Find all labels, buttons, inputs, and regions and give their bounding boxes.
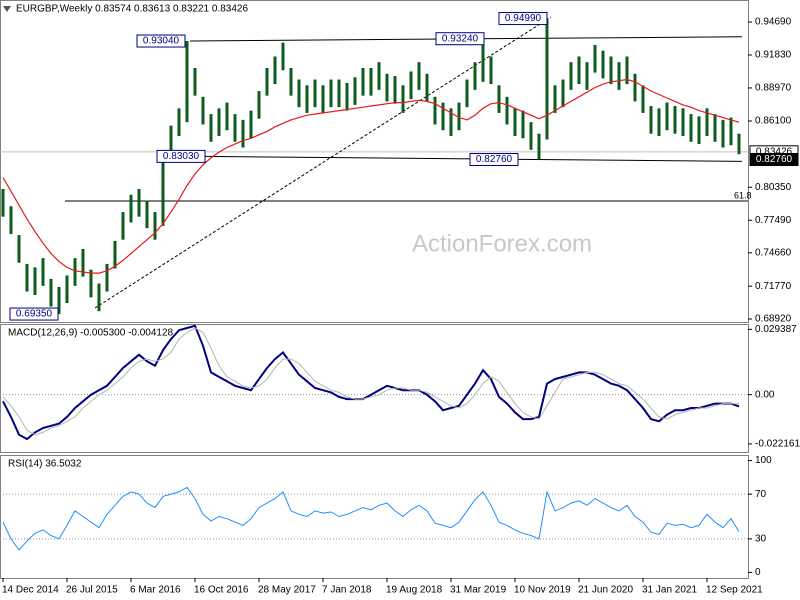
x-tick-label: 10 Nov 2019	[514, 585, 571, 596]
level-box	[435, 32, 485, 46]
x-tick-label: 19 Aug 2018	[386, 585, 443, 596]
level-label: 0.83030	[163, 151, 200, 162]
y-tick-label: 0.71770	[755, 281, 792, 292]
y-tick-label: 0.00	[755, 389, 775, 400]
price-marker	[749, 153, 799, 167]
symbol-icon	[3, 6, 11, 12]
y-tick-label: 0.88970	[755, 83, 792, 94]
moving-average	[2, 78, 740, 274]
x-tick-label: 21 Jun 2020	[578, 585, 633, 596]
pane-frame	[0, 0, 749, 323]
x-tick-label: 31 Jan 2021	[642, 585, 697, 596]
level-box	[156, 149, 206, 163]
indicator-line	[2, 324, 740, 441]
y-tick-label: 0.94690	[755, 17, 792, 28]
y-tick-label: 0	[755, 567, 761, 578]
level-label: 0.82760	[476, 154, 513, 165]
x-tick-label: 7 Jan 2018	[322, 585, 372, 596]
x-tick-label: 31 Mar 2019	[450, 585, 507, 596]
y-tick-label: 0.74660	[755, 247, 792, 258]
pane-title: EURGBP,Weekly 0.83574 0.83613 0.83221 0.…	[16, 4, 248, 15]
level-label: 0.94990	[505, 13, 542, 24]
y-tick-label: 30	[755, 534, 767, 545]
y-tick-label: 0.91830	[755, 50, 792, 61]
level-label: 0.93040	[143, 36, 180, 47]
indicator-line	[2, 486, 740, 551]
y-tick-label: 0.77490	[755, 215, 792, 226]
y-tick-label: 0.80350	[755, 182, 792, 193]
x-tick-label: 6 Mar 2016	[130, 585, 181, 596]
pane-frame	[0, 324, 749, 453]
x-tick-label: 26 Jul 2015	[66, 585, 118, 596]
level-label: 0.69350	[16, 309, 53, 320]
x-tick-label: 16 Oct 2016	[194, 585, 249, 596]
y-tick-label: -0.022161	[755, 439, 800, 450]
level-box	[9, 307, 59, 321]
x-tick-label: 28 May 2017	[258, 585, 316, 596]
level-box	[136, 34, 186, 48]
fib-label: 61.8	[734, 190, 752, 200]
level-box	[469, 153, 519, 167]
price-marker-label: 0.82760	[756, 154, 793, 165]
price-marker-label: 0.83426	[756, 146, 793, 157]
pane-title: MACD(12,26,9) -0.005300 -0.004128	[8, 328, 174, 339]
y-tick-label: 100	[755, 455, 772, 466]
level-box	[498, 12, 548, 26]
y-tick-label: 70	[755, 489, 767, 500]
indicator-line	[2, 327, 740, 436]
y-tick-label: 0.68920	[755, 314, 792, 325]
x-tick-label: 14 Dec 2014	[2, 585, 59, 596]
pane-title: RSI(14) 36.5032	[8, 459, 82, 470]
x-tick-label: 12 Sep 2021	[706, 585, 763, 596]
watermark: ActionForex.com	[412, 230, 592, 257]
y-tick-label: 0.029387	[755, 324, 797, 335]
pane-frame	[0, 455, 749, 579]
y-tick-label: 0.86100	[755, 116, 792, 127]
level-label: 0.93240	[442, 33, 479, 44]
